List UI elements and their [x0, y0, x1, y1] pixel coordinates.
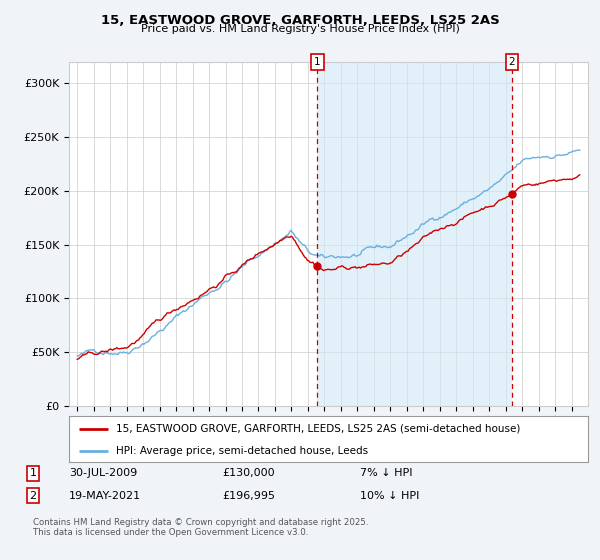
Text: 19-MAY-2021: 19-MAY-2021 [69, 491, 141, 501]
Text: 1: 1 [29, 468, 37, 478]
Text: 30-JUL-2009: 30-JUL-2009 [69, 468, 137, 478]
Text: £130,000: £130,000 [222, 468, 275, 478]
Text: £196,995: £196,995 [222, 491, 275, 501]
Bar [317, 62, 512, 406]
Text: 2: 2 [29, 491, 37, 501]
Text: 7% ↓ HPI: 7% ↓ HPI [360, 468, 413, 478]
Text: 15, EASTWOOD GROVE, GARFORTH, LEEDS, LS25 2AS (semi-detached house): 15, EASTWOOD GROVE, GARFORTH, LEEDS, LS2… [116, 424, 520, 434]
Text: Price paid vs. HM Land Registry's House Price Index (HPI): Price paid vs. HM Land Registry's House … [140, 24, 460, 34]
Text: 1: 1 [314, 57, 321, 67]
Text: 15, EASTWOOD GROVE, GARFORTH, LEEDS, LS25 2AS: 15, EASTWOOD GROVE, GARFORTH, LEEDS, LS2… [101, 14, 499, 27]
Text: HPI: Average price, semi-detached house, Leeds: HPI: Average price, semi-detached house,… [116, 446, 368, 455]
Text: 2: 2 [509, 57, 515, 67]
Text: Contains HM Land Registry data © Crown copyright and database right 2025.
This d: Contains HM Land Registry data © Crown c… [33, 518, 368, 538]
Text: 10% ↓ HPI: 10% ↓ HPI [360, 491, 419, 501]
